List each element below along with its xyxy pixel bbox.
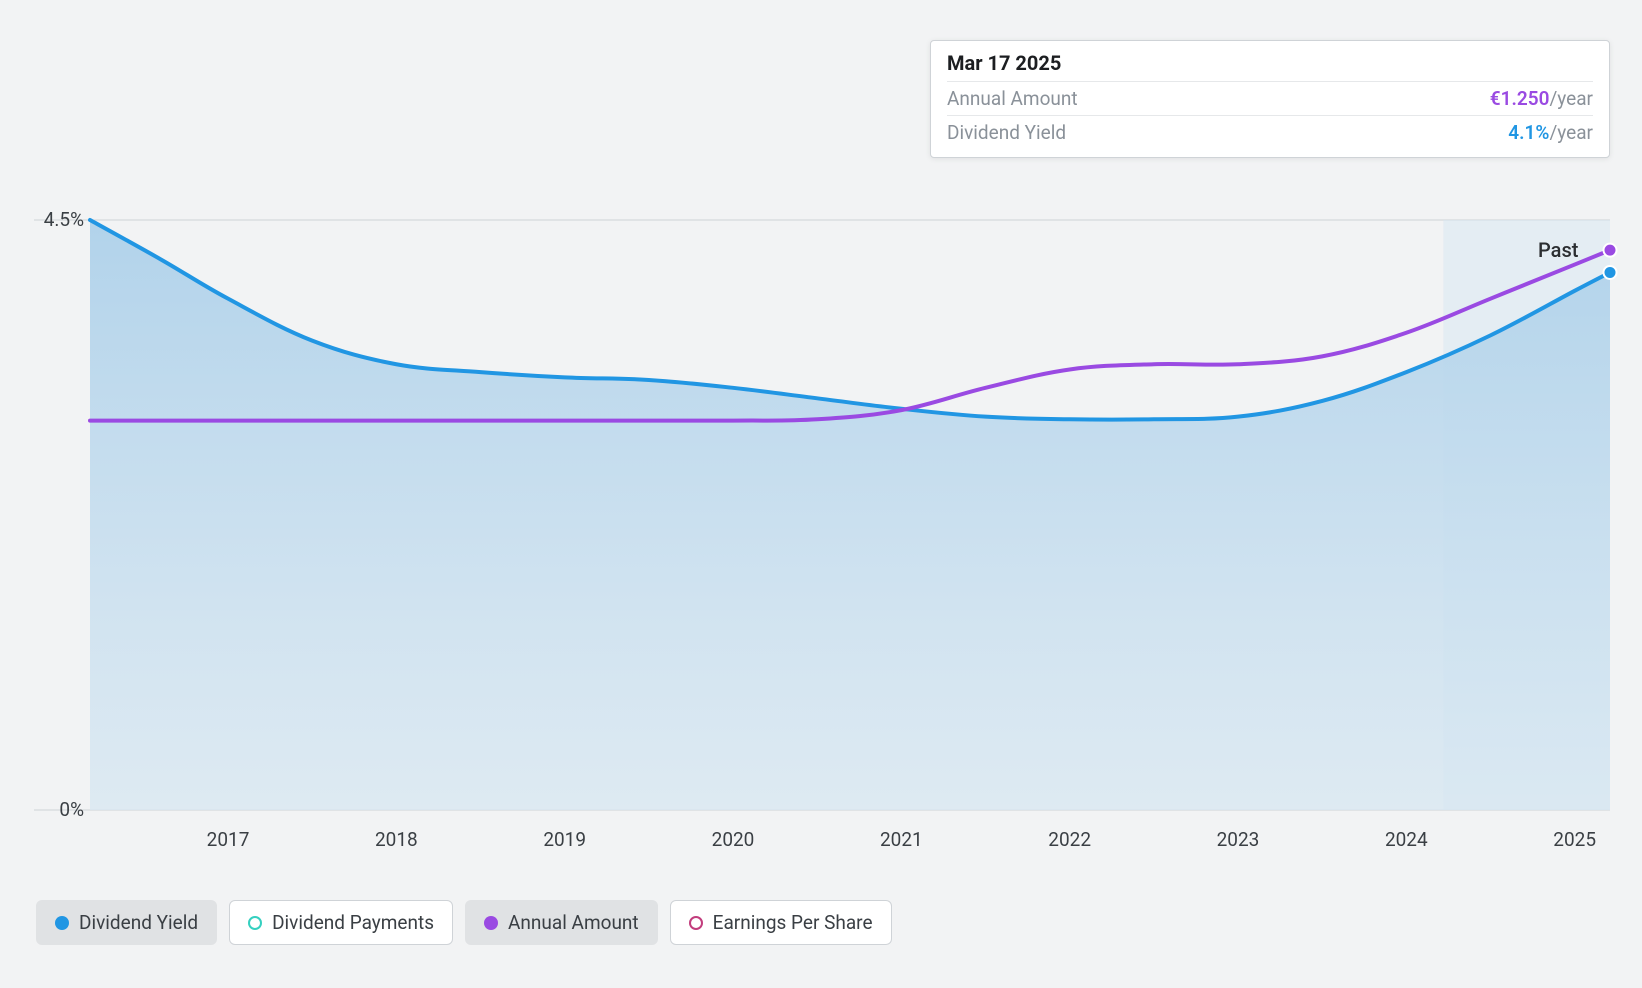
legend-swatch-icon xyxy=(484,916,498,930)
y-tick-label: 4.5% xyxy=(14,208,84,231)
x-tick-label: 2024 xyxy=(1385,828,1428,851)
legend-label: Annual Amount xyxy=(508,911,639,934)
tooltip-label: Annual Amount xyxy=(947,87,1078,110)
legend-swatch-icon xyxy=(248,916,262,930)
legend-label: Dividend Yield xyxy=(79,911,198,934)
tooltip-row-annual-amount: Annual Amount €1.250/year xyxy=(947,81,1593,115)
tooltip-date: Mar 17 2025 xyxy=(947,51,1593,81)
x-tick-label: 2017 xyxy=(207,828,250,851)
legend-swatch-icon xyxy=(689,916,703,930)
tooltip-row-dividend-yield: Dividend Yield 4.1%/year xyxy=(947,115,1593,149)
tooltip-label: Dividend Yield xyxy=(947,121,1066,144)
tooltip-value: €1.250/year xyxy=(1490,87,1593,110)
dividend-chart: 0% 4.5% 2017 2018 2019 2020 2021 2022 2023 2024… xyxy=(0,0,1642,988)
legend-item-dividend-payments[interactable]: Dividend Payments xyxy=(229,900,453,945)
x-tick-label: 2018 xyxy=(375,828,418,851)
past-label: Past xyxy=(1538,238,1578,262)
tooltip-value: 4.1%/year xyxy=(1508,121,1593,144)
x-tick-label: 2020 xyxy=(712,828,755,851)
y-tick-label: 0% xyxy=(14,798,84,821)
legend-label: Dividend Payments xyxy=(272,911,434,934)
chart-legend: Dividend Yield Dividend Payments Annual Am… xyxy=(36,900,892,945)
x-tick-label: 2023 xyxy=(1217,828,1260,851)
legend-swatch-icon xyxy=(55,916,69,930)
legend-item-dividend-yield[interactable]: Dividend Yield xyxy=(36,900,217,945)
x-tick-label: 2022 xyxy=(1048,828,1091,851)
chart-tooltip: Mar 17 2025 Annual Amount €1.250/year Di… xyxy=(930,40,1610,158)
legend-item-annual-amount[interactable]: Annual Amount xyxy=(465,900,658,945)
legend-label: Earnings Per Share xyxy=(713,911,873,934)
x-tick-label: 2025 xyxy=(1553,828,1596,851)
x-tick-label: 2021 xyxy=(880,828,923,851)
x-tick-label: 2019 xyxy=(543,828,586,851)
legend-item-earnings-per-share[interactable]: Earnings Per Share xyxy=(670,900,892,945)
